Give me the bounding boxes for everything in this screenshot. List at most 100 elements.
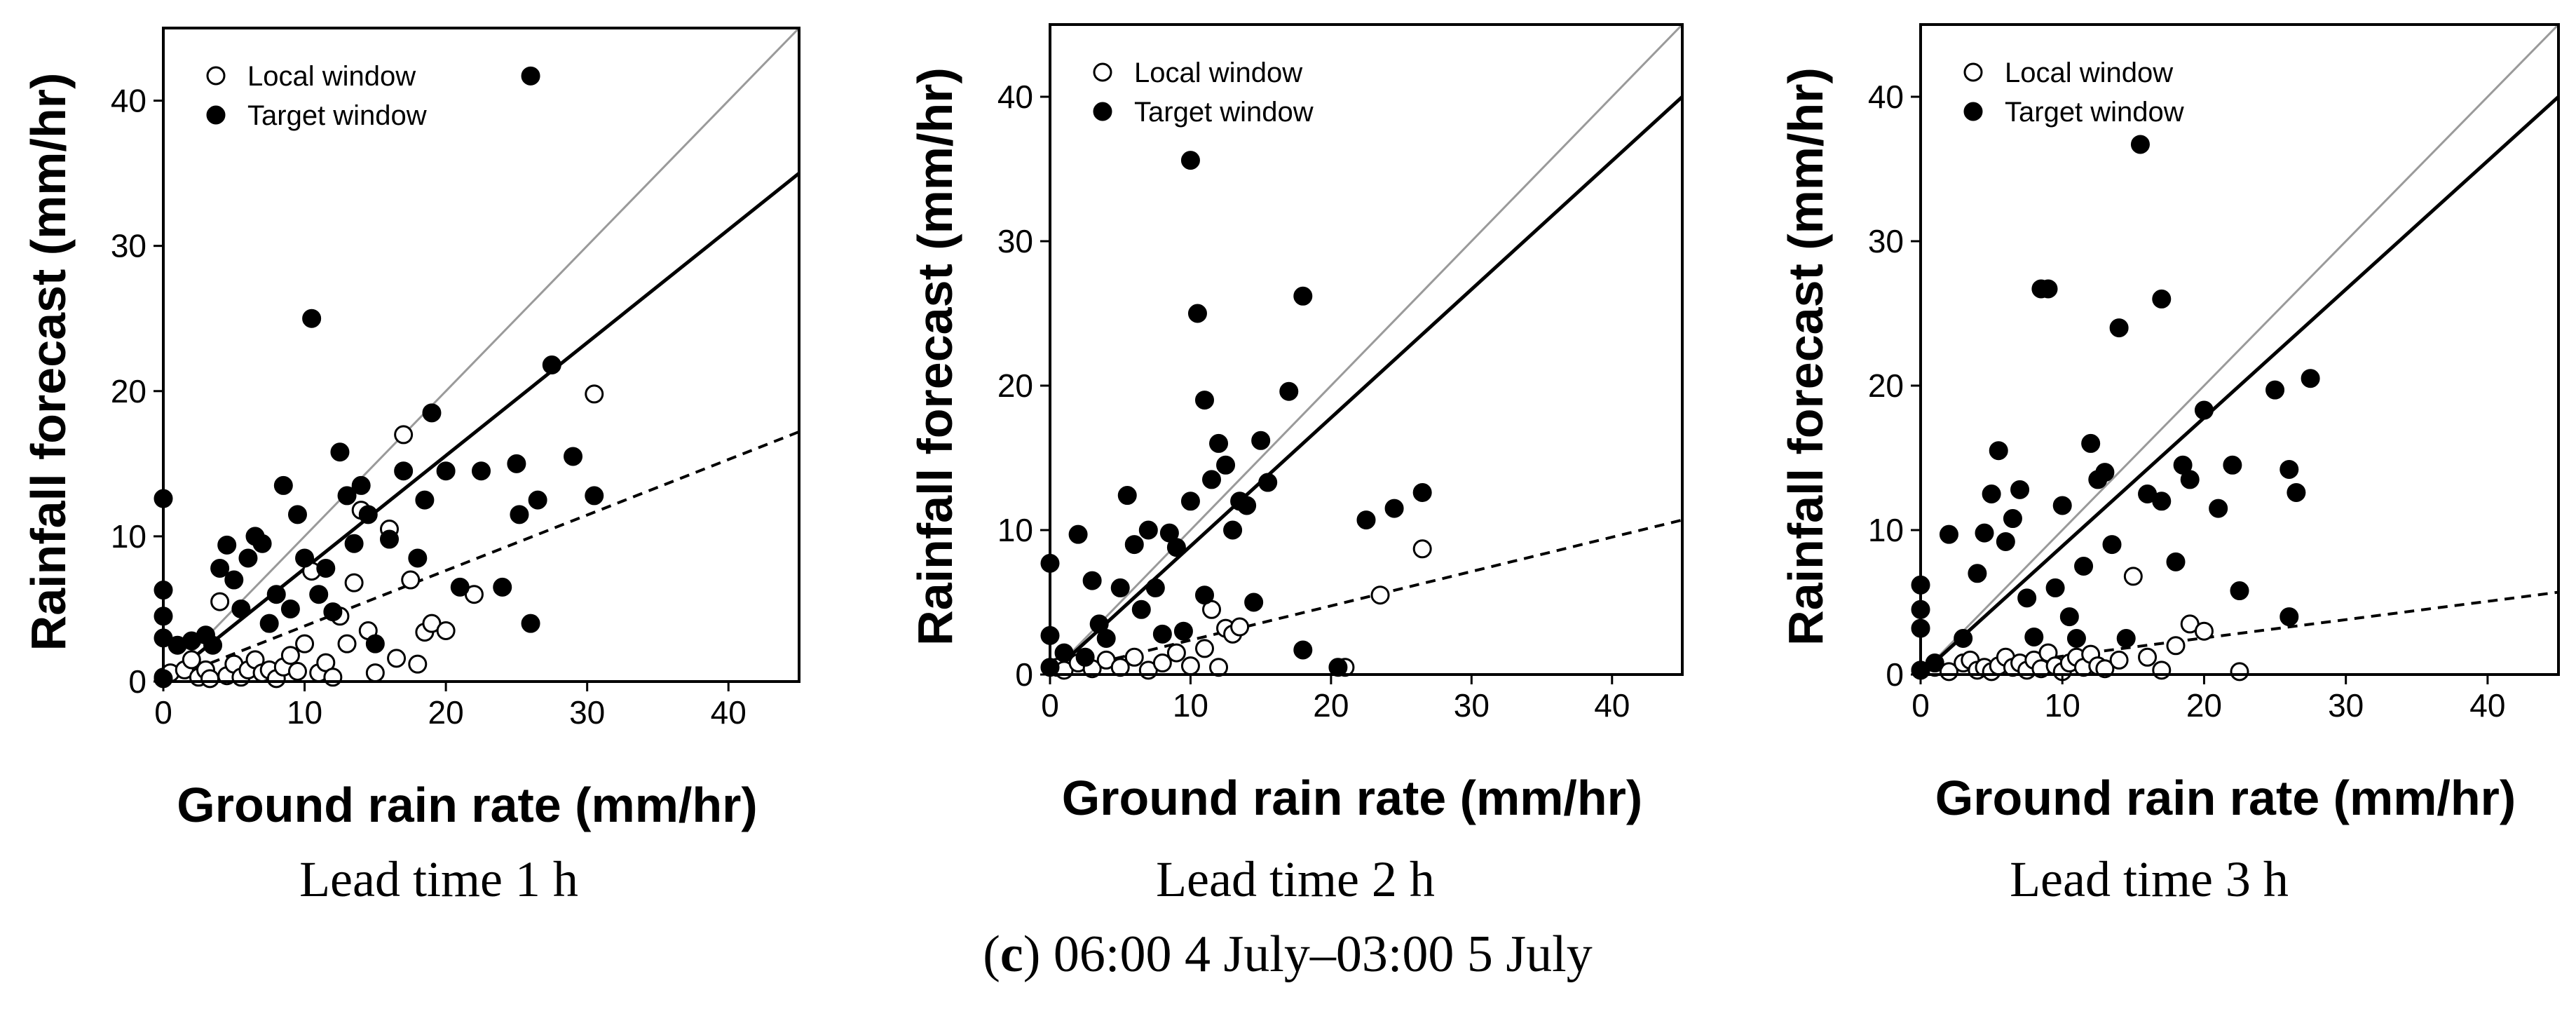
local-window-point xyxy=(2194,621,2214,641)
local-window-point xyxy=(585,384,604,404)
target-window-point xyxy=(1110,578,1130,597)
chart-panel-1: 0 10 20 30 40 0 10 20 30 40 Ground rain rate (mm/h… xyxy=(21,27,800,907)
target-window-point xyxy=(415,490,435,510)
x-tick-label: 30 xyxy=(1454,687,1490,724)
target-window-point xyxy=(1152,624,1172,644)
target-window-point xyxy=(2010,480,2030,499)
legend-target-marker xyxy=(1093,102,1112,121)
target-window-point xyxy=(2166,552,2186,571)
target-window-point xyxy=(2152,492,2172,511)
x-tick-label: 10 xyxy=(1173,687,1208,724)
identity-line xyxy=(163,28,799,682)
target-window-point xyxy=(309,585,329,604)
local-window-point xyxy=(287,662,307,682)
y-tick-label: 20 xyxy=(1868,367,1904,404)
panels: 0 10 20 30 40 0 10 20 30 40 Ground rain rate (mm/h… xyxy=(21,23,2560,907)
target-window-point xyxy=(408,548,428,568)
target-window-point xyxy=(1216,455,1236,475)
target-window-point xyxy=(1954,629,1973,648)
target-window-point xyxy=(521,614,540,633)
target-window-point xyxy=(2279,607,2299,627)
x-tick-label: 30 xyxy=(2328,687,2364,724)
y-axis-label: Rainfall forecast (mm/hr) xyxy=(21,73,76,651)
local-window-point xyxy=(2123,567,2143,586)
target-window-point xyxy=(365,634,385,653)
legend-target-marker xyxy=(206,105,226,125)
target-window-point xyxy=(450,577,470,597)
y-tick-label: 0 xyxy=(1015,656,1033,693)
local-window-point xyxy=(2166,636,2186,656)
local-window-point xyxy=(2138,647,2158,667)
target-window-point xyxy=(1258,473,1278,492)
local-window-point xyxy=(2095,659,2115,679)
local-window-point xyxy=(344,573,364,592)
local-window-point xyxy=(436,621,456,641)
y-tick-label: 10 xyxy=(1868,512,1904,548)
target-window-point xyxy=(1223,520,1243,540)
plot-frame xyxy=(162,27,800,683)
y-tick-label: 0 xyxy=(1886,656,1904,693)
x-tick-label: 40 xyxy=(711,694,747,731)
local-window-point xyxy=(394,425,414,445)
target-fit-line xyxy=(163,172,799,682)
target-window-point xyxy=(280,599,300,618)
target-window-point xyxy=(510,505,529,524)
target-window-point xyxy=(2066,629,2086,648)
target-window-point xyxy=(2230,581,2249,601)
target-window-point xyxy=(1209,433,1229,453)
local-window-point xyxy=(1370,585,1390,605)
target-window-point xyxy=(2017,588,2037,608)
legend-local-marker xyxy=(1093,62,1112,82)
y-tick-label: 10 xyxy=(111,518,146,555)
target-window-point xyxy=(1244,592,1264,612)
target-window-point xyxy=(2059,607,2079,627)
target-window-point xyxy=(2287,482,2306,502)
x-tick-label: 30 xyxy=(569,694,605,731)
target-window-point xyxy=(252,534,272,553)
y-tick-label: 20 xyxy=(111,373,146,409)
target-window-point xyxy=(203,635,223,655)
target-window-point xyxy=(2223,455,2242,475)
local-fit-line xyxy=(163,430,799,682)
target-window-point xyxy=(2102,535,2122,555)
target-window-point xyxy=(2074,557,2094,576)
legend-local-label: Local window xyxy=(1134,57,1302,88)
target-window-point xyxy=(1173,621,1193,641)
x-tick-label: 0 xyxy=(1911,687,1930,724)
local-window-point xyxy=(2152,661,2172,680)
target-window-point xyxy=(323,602,343,622)
target-window-point xyxy=(1925,653,1944,673)
y-tick-label: 40 xyxy=(1868,79,1904,115)
local-window-point xyxy=(2109,650,2129,670)
local-fit-line xyxy=(1050,518,1682,675)
target-window-point xyxy=(2194,400,2214,420)
legend-local-marker xyxy=(1963,62,1983,82)
target-window-point xyxy=(564,447,583,466)
y-tick-label: 10 xyxy=(997,512,1033,548)
plot-frame xyxy=(1919,23,2560,676)
legend-target-label: Target window xyxy=(1134,97,1314,128)
y-axis-label: Rainfall forecast (mm/hr) xyxy=(908,67,962,646)
target-window-point xyxy=(1251,431,1271,450)
target-window-point xyxy=(1412,482,1432,502)
target-window-point xyxy=(2116,629,2136,648)
x-tick-label: 10 xyxy=(287,694,322,731)
local-window-point xyxy=(387,649,407,668)
x-tick-label: 0 xyxy=(154,694,172,731)
target-window-point xyxy=(1194,391,1214,410)
local-window-point xyxy=(1166,643,1186,663)
target-fit-line xyxy=(1921,95,2558,675)
legend-local-label: Local window xyxy=(247,61,416,92)
y-tick-label: 30 xyxy=(1868,223,1904,259)
local-window-point xyxy=(1230,617,1250,637)
local-window-point xyxy=(323,668,343,687)
target-window-point xyxy=(2301,369,2320,388)
target-window-point xyxy=(210,558,230,578)
target-window-point xyxy=(422,403,442,423)
target-window-point xyxy=(1075,647,1095,667)
target-window-point xyxy=(1975,523,1994,543)
target-window-point xyxy=(1996,531,2015,551)
target-window-point xyxy=(1166,538,1186,557)
local-window-point xyxy=(1194,639,1214,658)
local-window-point xyxy=(401,570,421,590)
